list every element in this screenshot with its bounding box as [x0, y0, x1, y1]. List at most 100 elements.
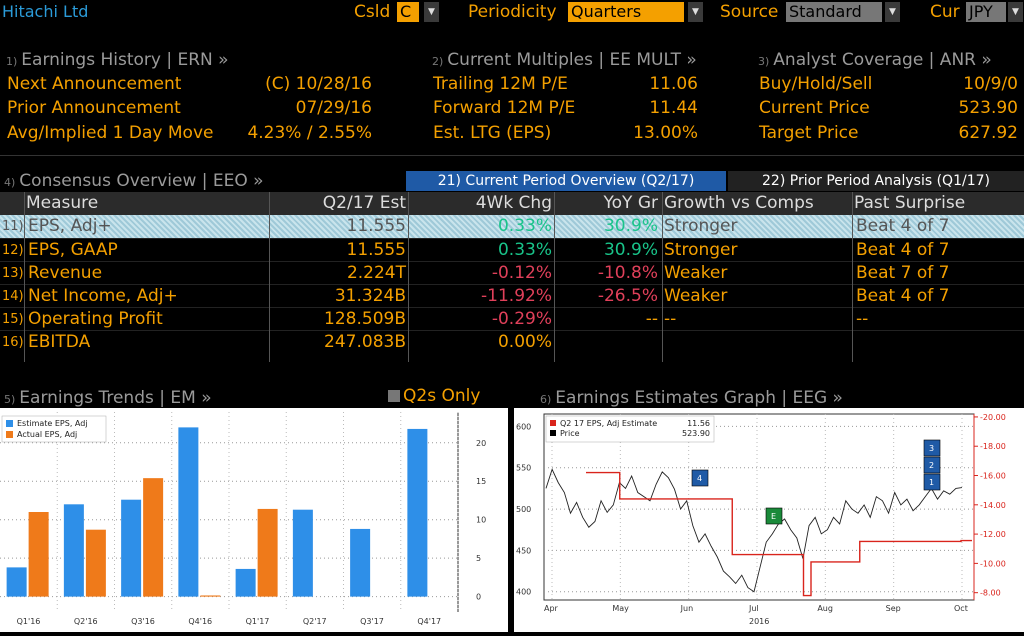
estimate-bar	[350, 528, 371, 597]
cell-measure: Operating Profit	[28, 309, 163, 329]
current-price-value: 523.90	[958, 98, 1018, 118]
event-marker-label: 1	[929, 478, 934, 487]
cell-est: 2.224T	[346, 263, 406, 283]
y-tick-label: 10	[476, 516, 486, 525]
cell-yoy: 30.9%	[603, 216, 658, 236]
source-select[interactable]: Standard	[786, 2, 882, 22]
earnings-trends-title[interactable]: 5) Earnings Trends | EM »	[4, 388, 212, 408]
earnings-history-title[interactable]: 1) Earnings History | ERN »	[6, 50, 229, 70]
left-tick-label: 500	[516, 505, 531, 514]
cell-surprise: Beat 7 of 7	[856, 263, 950, 283]
actual-bar	[200, 595, 221, 597]
col-4wk-chg[interactable]: 4Wk Chg	[475, 193, 552, 213]
legend-label: Q2 17 EPS, Adj Estimate	[560, 419, 657, 428]
q2s-only-label[interactable]: Q2s Only	[403, 386, 481, 406]
cell-measure: EBITDA	[28, 332, 91, 352]
trailing-pe-value: 11.06	[649, 74, 698, 94]
right-tick-label: -12.00	[980, 530, 1006, 539]
next-announcement-label: Next Announcement	[7, 74, 182, 94]
y-tick-label: 0	[476, 593, 481, 602]
cell-yoy: 30.9%	[603, 240, 658, 260]
x-tick-label: Jun	[680, 604, 694, 613]
q2s-only-checkbox[interactable]	[388, 390, 400, 402]
cell-surprise	[856, 331, 1022, 354]
cell-num: 14)	[2, 289, 24, 304]
cell-est: 11.555	[346, 216, 406, 236]
col-est[interactable]: Q2/17 Est	[322, 193, 406, 213]
legend-box	[1, 415, 107, 443]
estimate-bar	[121, 499, 142, 597]
source-label: Source	[720, 2, 779, 22]
cell-measure: Net Income, Adj+	[28, 286, 178, 306]
table-row[interactable]: 15) Operating Profit 128.509B -0.29% -- -- --	[0, 307, 1024, 331]
cell-growth: Weaker	[664, 263, 728, 283]
currency-select[interactable]: JPY	[966, 2, 1006, 22]
currency-dropdown-icon[interactable]: ▼	[1008, 2, 1023, 22]
cell-chg: -11.92%	[481, 286, 552, 306]
right-tick-label: -16.00	[980, 472, 1006, 481]
y-tick-label: 20	[476, 439, 486, 448]
prior-announcement-value: 07/29/16	[295, 98, 372, 118]
actual-bar	[143, 478, 164, 597]
x-tick-label: Q2'17	[303, 617, 327, 626]
currency-label: Cur	[930, 2, 960, 22]
next-announcement-value: (C) 10/28/16	[265, 74, 372, 94]
csld-label: Csld	[354, 2, 391, 22]
cell-surprise: Beat 4 of 7	[856, 240, 950, 260]
left-tick-label: 550	[516, 464, 531, 473]
y-tick-label: 15	[476, 477, 486, 486]
cell-measure: EPS, Adj+	[28, 216, 112, 236]
cell-est: 31.324B	[334, 286, 406, 306]
table-row[interactable]: 14) Net Income, Adj+ 31.324B -11.92% -26.5% W…	[0, 284, 1024, 308]
table-row[interactable]: 16) EBITDA 247.083B 0.00%	[0, 330, 1024, 354]
table-row[interactable]: 12) EPS, GAAP 11.555 0.33% 30.9% Stronger Beat…	[0, 238, 1024, 262]
earnings-estimates-chart: 400 450 500 550 600 -8.00 -10.00 -12.00 -14.00 -1…	[514, 408, 1024, 632]
table-row[interactable]: 11) EPS, Adj+ 11.555 0.33% 30.9% Stronger Beat…	[0, 215, 1024, 238]
legend-swatch	[550, 430, 556, 436]
earnings-graph-title[interactable]: 6) Earnings Estimates Graph | EEG »	[540, 388, 843, 408]
y-tick-label: 5	[476, 554, 481, 563]
event-marker-4	[691, 469, 709, 487]
tab-current-period[interactable]: 21) Current Period Overview (Q2/17)	[406, 171, 726, 191]
target-price-value: 627.92	[958, 123, 1018, 143]
event-marker-label: 2	[929, 461, 934, 470]
periodicity-select[interactable]: Quarters	[568, 2, 684, 22]
col-divider	[554, 192, 555, 362]
cell-measure: EPS, GAAP	[28, 240, 118, 260]
csld-select[interactable]: C	[397, 2, 419, 22]
cell-surprise: Beat 4 of 7	[856, 216, 950, 236]
col-growth[interactable]: Growth vs Comps	[664, 193, 814, 213]
col-yoy[interactable]: YoY Gr	[603, 193, 658, 213]
tab-prior-period[interactable]: 22) Prior Period Analysis (Q1/17)	[728, 171, 1024, 191]
prior-announcement-label: Prior Announcement	[7, 98, 181, 118]
avg-move-value: 4.23% / 2.55%	[247, 123, 372, 143]
cell-chg: 0.33%	[497, 240, 552, 260]
company-name[interactable]: Hitachi Ltd	[2, 2, 89, 21]
csld-dropdown-icon[interactable]: ▼	[424, 2, 439, 22]
estimate-bar	[178, 427, 199, 597]
right-tick-label: -8.00	[980, 589, 1001, 598]
cell-yoy	[556, 331, 658, 354]
table-row[interactable]: 13) Revenue 2.224T -0.12% -10.8% Weaker Beat 7…	[0, 261, 1024, 285]
col-surprise[interactable]: Past Surprise	[854, 193, 966, 213]
current-price-label: Current Price	[759, 98, 870, 118]
col-measure[interactable]: Measure	[26, 193, 99, 213]
x-tick-label: Oct	[954, 604, 968, 613]
current-multiples-title[interactable]: 2) Current Multiples | EE MULT »	[432, 50, 697, 70]
event-marker-2	[923, 456, 941, 474]
analyst-coverage-title[interactable]: 3) Analyst Coverage | ANR »	[758, 50, 992, 70]
cell-num: 11)	[2, 219, 24, 234]
periodicity-dropdown-icon[interactable]: ▼	[688, 2, 703, 22]
right-tick-label: -18.00	[980, 442, 1006, 451]
cell-growth: Stronger	[664, 240, 738, 260]
cell-chg: 0.33%	[497, 216, 552, 236]
toolbar: Hitachi Ltd Csld C ▼ Periodicity Quarter…	[0, 0, 1024, 24]
consensus-title[interactable]: 4) Consensus Overview | EEO »	[4, 171, 264, 191]
cell-growth: --	[664, 309, 677, 329]
right-tick-label: -14.00	[980, 501, 1006, 510]
source-dropdown-icon[interactable]: ▼	[885, 2, 900, 22]
x-tick-label: Aug	[817, 604, 833, 613]
x-tick-label: Q2'16	[74, 617, 98, 626]
left-tick-label: 600	[516, 422, 531, 431]
legend-swatch	[6, 431, 13, 438]
